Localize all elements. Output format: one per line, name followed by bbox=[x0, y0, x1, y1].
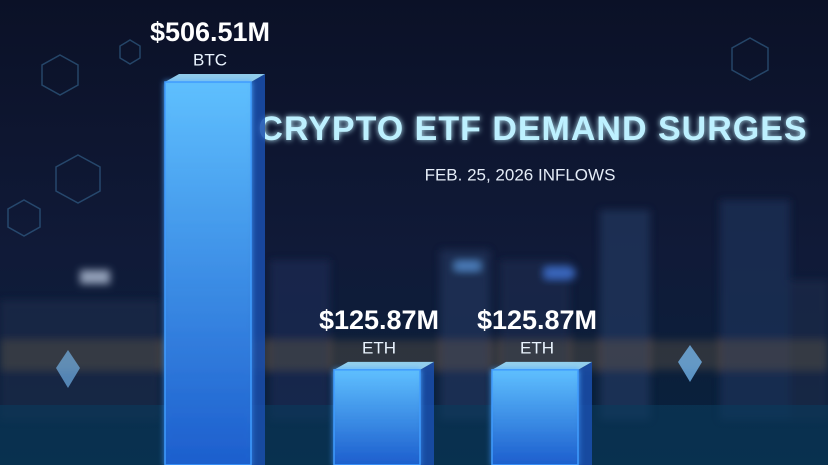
bar-side bbox=[251, 74, 265, 465]
bar-top bbox=[165, 74, 265, 82]
category-label: BTC bbox=[193, 50, 227, 69]
bar bbox=[333, 369, 421, 465]
bar-side bbox=[578, 361, 592, 465]
bar bbox=[491, 369, 579, 465]
hexagon-decor bbox=[7, 37, 769, 388]
category-label: ETH bbox=[362, 338, 396, 357]
value-label: $125.87M bbox=[477, 305, 597, 335]
bar bbox=[164, 81, 252, 465]
bar-top bbox=[334, 361, 434, 370]
chart-subtitle: FEB. 25, 2026 INFLOWS bbox=[425, 165, 616, 184]
value-label: $506.51M bbox=[150, 17, 270, 47]
bar-side bbox=[420, 361, 434, 465]
category-label: ETH bbox=[520, 338, 554, 357]
bar-top bbox=[492, 361, 592, 370]
chart-title: CRYPTO ETF DEMAND SURGES bbox=[258, 110, 807, 148]
value-label: $125.87M bbox=[319, 305, 439, 335]
